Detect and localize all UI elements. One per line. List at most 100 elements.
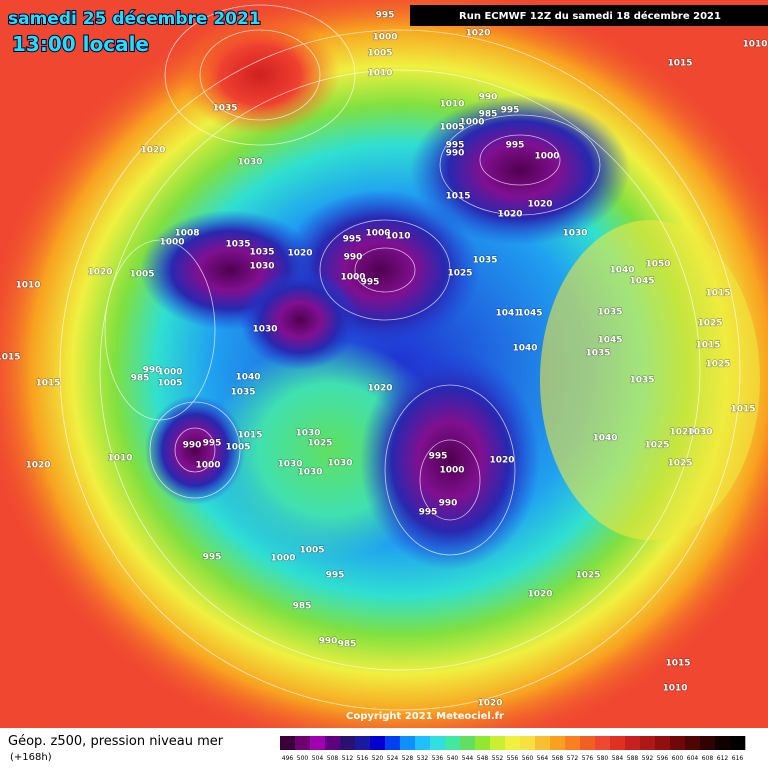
color-swatch [535, 736, 551, 750]
isobar-label: 1045 [629, 277, 654, 287]
color-scale-label: 532 [417, 755, 429, 762]
isobar-label: 1005 [225, 443, 250, 453]
isobar-label: 1000 [372, 33, 397, 43]
color-swatch [715, 736, 731, 750]
isobar-label: 990 [439, 499, 458, 509]
isobar-label: 985 [131, 374, 150, 384]
isobar-label: 1005 [367, 49, 392, 59]
isobar-label: 1015 [665, 659, 690, 669]
isobar-label: 1045 [597, 336, 622, 346]
color-scale-label: 564 [537, 755, 549, 762]
color-swatch [295, 736, 311, 750]
isobar-label: 1020 [477, 699, 502, 709]
isobar-label: 1015 [237, 431, 262, 441]
color-scale-label: 604 [687, 755, 699, 762]
isobar-label: 1010 [385, 232, 410, 242]
low-area [410, 95, 630, 245]
run-banner [410, 5, 768, 26]
copyright: Copyright 2021 Meteociel.fr [346, 711, 504, 722]
color-swatch [625, 736, 641, 750]
isobar-label: 1008 [174, 229, 199, 239]
low-area [360, 350, 540, 570]
isobar-label: 1025 [307, 439, 332, 449]
field-area [540, 220, 760, 540]
isobar-label: 1040 [609, 266, 634, 276]
color-scale-label: 580 [597, 755, 609, 762]
color-scale-label: 524 [387, 755, 399, 762]
isobar-label: 1000 [534, 152, 559, 162]
isobar-label: 1035 [212, 104, 237, 114]
isobar-label: 1020 [287, 249, 312, 259]
color-scale-label: 592 [642, 755, 654, 762]
isobar-label: 1015 [667, 59, 692, 69]
color-scale-label: 496 [282, 755, 294, 762]
isobar-label: 1030 [297, 468, 322, 478]
valid-date: samedi 25 décembre 2021 [8, 9, 261, 29]
isobar-label: 1020 [669, 428, 694, 438]
isobar-label: 1000 [439, 466, 464, 476]
isobar-label: 1030 [277, 460, 302, 470]
color-scale-label: 588 [627, 755, 639, 762]
isobar-label: 1040 [235, 373, 260, 383]
isobar-label: 1035 [597, 308, 622, 318]
isobar-label: 1030 [687, 428, 712, 438]
isobar-label: 1000 [270, 554, 295, 564]
isobar-label: 995 [203, 439, 222, 449]
color-swatch [280, 736, 296, 750]
isobar-label: 1020 [527, 590, 552, 600]
isobar-label: 1030 [562, 229, 587, 239]
isobar-label: 995 [419, 508, 438, 518]
color-scale-label: 548 [477, 755, 489, 762]
color-scale-label: 596 [657, 755, 669, 762]
color-scale-label: 508 [327, 755, 339, 762]
color-scale: 496 500 504 508 512 516 520 524 528 532 536 540 544 5… [280, 736, 746, 762]
isobar-label: 990 [183, 441, 202, 451]
isobar-label: 1020 [25, 461, 50, 471]
isobar-label: 1050 [645, 260, 670, 270]
color-scale-label: 512 [342, 755, 354, 762]
color-swatch [550, 736, 566, 750]
color-swatch [655, 736, 671, 750]
color-scale-label: 540 [447, 755, 459, 762]
color-scale-label: 516 [357, 755, 369, 762]
color-swatch [325, 736, 341, 750]
isobar-label: 1000 [159, 238, 184, 248]
color-scale-label: 520 [372, 755, 384, 762]
isobar-label: 995 [361, 278, 380, 288]
isobar-label: 1035 [585, 349, 610, 359]
color-swatch [565, 736, 581, 750]
color-scale-label: 500 [297, 755, 309, 762]
isobar-label: 1035 [472, 256, 497, 266]
isobar-label: 1025 [447, 269, 472, 279]
isobar-label: 1020 [527, 200, 552, 210]
isobar-label: 1020 [87, 268, 112, 278]
color-scale-label: 552 [492, 755, 504, 762]
isobar-label: 1025 [697, 319, 722, 329]
isobar-label: 1015 [695, 341, 720, 351]
isobar-label: 990 [319, 637, 338, 647]
color-scale-label: 528 [402, 755, 414, 762]
isobar-label: 1005 [129, 270, 154, 280]
isobar-label: 995 [506, 141, 525, 151]
isobar-label: 1030 [252, 325, 277, 335]
color-swatch [490, 736, 506, 750]
color-scale-label: 584 [612, 755, 624, 762]
color-swatch [400, 736, 416, 750]
isobar-label: 995 [501, 106, 520, 116]
isobar-label: 990 [479, 93, 498, 103]
isobar-label: 1010 [107, 454, 132, 464]
isobar-label: 1015 [730, 405, 755, 415]
isobar-label: 1020 [497, 210, 522, 220]
isobar-label: 1010 [742, 40, 767, 50]
isobar-label: 985 [293, 602, 312, 612]
color-scale-label: 616 [732, 755, 744, 762]
isobars [59, 4, 741, 711]
isobar-label: 1010 [439, 100, 464, 110]
color-swatch [595, 736, 611, 750]
isobar-label: 1010 [15, 281, 40, 291]
color-scale-label: 608 [702, 755, 714, 762]
color-swatch [385, 736, 401, 750]
isobar-label: 1025 [575, 571, 600, 581]
isobar-labels: 9951000100510101020101010151035103010201… [0, 10, 768, 709]
color-scale-label: 560 [522, 755, 534, 762]
